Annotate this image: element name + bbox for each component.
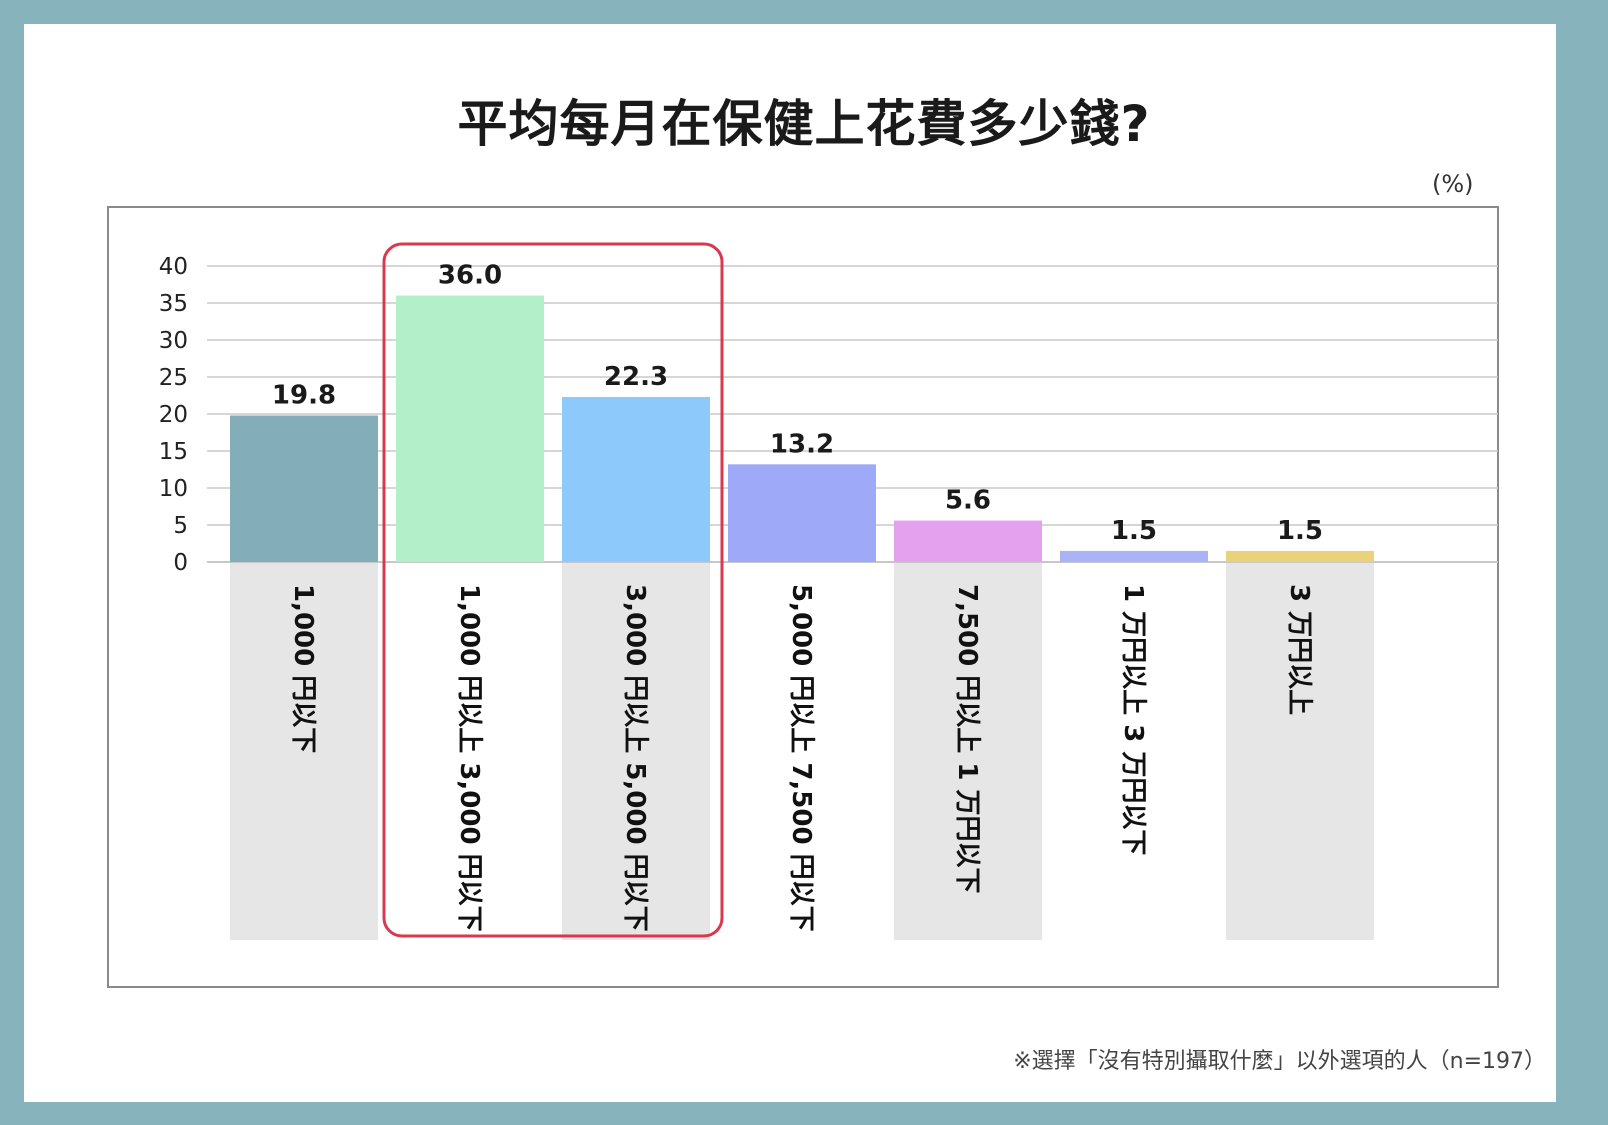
y-tick-label: 15 bbox=[159, 439, 188, 465]
category-label: 3 万円以上 bbox=[1284, 584, 1314, 715]
y-tick-label: 0 bbox=[173, 550, 188, 576]
y-tick-label: 35 bbox=[159, 291, 188, 317]
category-label: 7,500 円以上 1 万円以下 bbox=[952, 584, 982, 894]
value-label: 13.2 bbox=[770, 429, 834, 459]
category-label: 1 万円以上 3 万円以下 bbox=[1118, 584, 1148, 855]
y-tick-label: 40 bbox=[159, 254, 188, 280]
y-tick-label: 30 bbox=[159, 328, 188, 354]
bar bbox=[396, 295, 544, 562]
category-label: 1,000 円以下 bbox=[288, 584, 318, 753]
y-tick-label: 20 bbox=[159, 402, 188, 428]
unit-label: (%) bbox=[1432, 170, 1474, 198]
y-tick-label: 25 bbox=[159, 365, 188, 391]
category-label: 1,000 円以上 3,000 円以下 bbox=[454, 584, 484, 932]
value-label: 1.5 bbox=[1111, 516, 1157, 546]
value-label: 5.6 bbox=[945, 486, 991, 516]
category-band bbox=[562, 562, 710, 940]
value-label: 19.8 bbox=[272, 380, 336, 410]
bar bbox=[728, 464, 876, 562]
bar bbox=[230, 415, 378, 562]
bar bbox=[1226, 550, 1374, 562]
chart-title: 平均每月在保健上花費多少錢? bbox=[457, 95, 1151, 153]
y-tick-label: 10 bbox=[159, 476, 188, 502]
highlight-box bbox=[382, 242, 724, 938]
bar bbox=[894, 520, 1042, 562]
value-label: 1.5 bbox=[1277, 516, 1323, 546]
bar bbox=[1060, 550, 1208, 562]
bar bbox=[562, 396, 710, 562]
y-tick-label: 5 bbox=[173, 513, 188, 539]
footnote: ※選擇「沒有特別攝取什麼」以外選項的人（n=197） bbox=[1013, 1049, 1546, 1074]
value-label: 22.3 bbox=[604, 362, 668, 392]
category-band bbox=[894, 562, 1042, 940]
category-label: 3,000 円以上 5,000 円以下 bbox=[620, 584, 650, 932]
category-band bbox=[230, 562, 378, 940]
category-label: 5,000 円以上 7,500 円以下 bbox=[786, 584, 816, 932]
category-band bbox=[1226, 562, 1374, 940]
value-label: 36.0 bbox=[438, 261, 502, 291]
